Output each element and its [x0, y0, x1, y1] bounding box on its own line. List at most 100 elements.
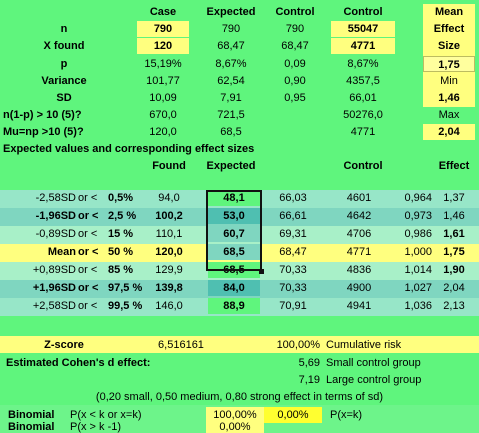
ev-effect[interactable]: 2,13 [443, 300, 465, 312]
case-n1p[interactable]: 670,0 [149, 109, 177, 121]
control-variance[interactable]: 0,90 [284, 75, 306, 87]
zscore-value[interactable]: 6,516161 [158, 339, 204, 351]
header-mean: Mean [434, 6, 464, 18]
section-title: Expected values and corresponding effect… [3, 143, 255, 155]
mean-effect-size[interactable]: 1,75 [423, 56, 475, 72]
expected-p[interactable]: 8,67% [215, 58, 247, 70]
header-effect: Effect [438, 160, 470, 172]
expected-n[interactable]: 790 [221, 23, 241, 35]
ev-found[interactable]: 139,8 [155, 282, 183, 294]
ev-found[interactable]: 146,0 [155, 300, 183, 312]
ev-row-pct: 99,5 % [108, 300, 143, 312]
cohen-small-text: Small control group [326, 357, 421, 369]
control-x-found[interactable]: 68,47 [281, 40, 309, 52]
ev-expected[interactable]: 88,9 [208, 298, 260, 314]
fill-handle[interactable] [259, 269, 264, 274]
max-effect[interactable]: 2,04 [423, 124, 475, 140]
ev-expected[interactable]: 53,0 [208, 208, 260, 224]
ev-effect[interactable]: 1,75 [443, 246, 465, 258]
ev-control-3[interactable]: 1,036 [404, 300, 432, 312]
ev-control-3[interactable]: 1,014 [404, 264, 432, 276]
header-found: Found [152, 160, 186, 172]
case-x-found[interactable]: 120 [137, 38, 189, 54]
control-sd[interactable]: 0,95 [284, 92, 306, 104]
control-p[interactable]: 0,09 [284, 58, 306, 70]
header-case: Case [149, 6, 177, 18]
case-mu[interactable]: 120,0 [149, 126, 177, 138]
ev-found[interactable]: 129,9 [155, 264, 183, 276]
ev-control-3[interactable]: 1,027 [404, 282, 432, 294]
ev-control-2[interactable]: 4836 [346, 264, 372, 276]
ev-expected[interactable]: 60,7 [208, 226, 260, 242]
ev-row-pct: 0,5% [108, 192, 134, 204]
control2-x-found[interactable]: 4771 [331, 38, 395, 54]
label-sd: SD [56, 92, 72, 104]
ev-effect[interactable]: 1,46 [443, 210, 465, 222]
control2-n1p[interactable]: 50276,0 [343, 109, 383, 121]
ev-effect[interactable]: 1,90 [443, 264, 465, 276]
ev-control-1[interactable]: 66,61 [279, 210, 307, 222]
ev-row-label: +0,89SD [32, 264, 76, 276]
ev-expected[interactable]: 84,0 [208, 280, 260, 296]
expected-x-found[interactable]: 68,47 [217, 40, 245, 52]
ev-row-or: or < [78, 282, 99, 294]
control2-p[interactable]: 8,67% [347, 58, 379, 70]
binomial-extra: P(x=k) [330, 409, 363, 421]
zscore-pct[interactable]: 100,00% [276, 339, 320, 351]
ev-control-2[interactable]: 4601 [346, 192, 372, 204]
ev-row-label: Mean [47, 246, 76, 258]
control2-n[interactable]: 55047 [331, 21, 395, 37]
ev-control-3[interactable]: 0,973 [404, 210, 432, 222]
expected-variance[interactable]: 62,54 [217, 75, 245, 87]
binomial-value-2[interactable]: 0,00% [264, 407, 322, 423]
ev-control-2[interactable]: 4771 [346, 246, 372, 258]
ev-control-1[interactable]: 70,33 [279, 264, 307, 276]
binomial-value-1[interactable]: 100,00% [206, 407, 264, 423]
ev-control-3[interactable]: 1,000 [404, 246, 432, 258]
ev-control-1[interactable]: 69,31 [279, 228, 307, 240]
expected-mu[interactable]: 68,5 [220, 126, 242, 138]
ev-row-pct: 15 % [108, 228, 134, 240]
control-n[interactable]: 790 [285, 23, 305, 35]
ev-control-2[interactable]: 4642 [346, 210, 372, 222]
ev-control-3[interactable]: 0,964 [404, 192, 432, 204]
label-x-found: X found [43, 40, 85, 52]
expected-sd[interactable]: 7,91 [220, 92, 242, 104]
zscore-text: Cumulative risk [326, 339, 402, 351]
ev-found[interactable]: 110,1 [155, 228, 183, 240]
ev-effect[interactable]: 2,04 [443, 282, 465, 294]
ev-effect[interactable]: 1,61 [443, 228, 465, 240]
ev-row-or: or < [78, 192, 98, 204]
ev-found[interactable]: 100,2 [155, 210, 183, 222]
ev-row-label: -2,58SD [35, 192, 76, 204]
binomial-value-3[interactable]: 0,00% [206, 422, 264, 433]
ev-control-1[interactable]: 70,91 [279, 300, 307, 312]
ev-control-1[interactable]: 68,47 [279, 246, 307, 258]
ev-control-2[interactable]: 4941 [346, 300, 372, 312]
case-n[interactable]: 790 [137, 21, 189, 37]
ev-expected[interactable]: 48,1 [208, 190, 260, 206]
min-label: Min [440, 75, 458, 87]
ev-control-1[interactable]: 70,33 [279, 282, 307, 294]
ev-expected[interactable]: 68,5 [208, 244, 260, 260]
cell-selection[interactable] [206, 190, 262, 271]
ev-found[interactable]: 120,0 [155, 246, 183, 258]
control2-mu[interactable]: 4771 [350, 126, 376, 138]
ev-control-1[interactable]: 66,03 [279, 192, 307, 204]
case-p[interactable]: 15,19% [144, 58, 182, 70]
expected-n1p[interactable]: 721,5 [217, 109, 245, 121]
cohen-small-value[interactable]: 5,69 [298, 357, 320, 369]
case-sd[interactable]: 10,09 [149, 92, 177, 104]
min-effect[interactable]: 1,46 [438, 92, 460, 104]
ev-found[interactable]: 94,0 [158, 192, 180, 204]
cohen-large-value[interactable]: 7,19 [298, 374, 320, 386]
control2-sd[interactable]: 66,01 [349, 92, 377, 104]
control2-variance[interactable]: 4357,5 [346, 75, 380, 87]
ev-control-2[interactable]: 4706 [346, 228, 372, 240]
ev-control-2[interactable]: 4900 [346, 282, 372, 294]
ev-effect[interactable]: 1,37 [443, 192, 465, 204]
ev-control-3[interactable]: 0,986 [404, 228, 432, 240]
case-variance[interactable]: 101,77 [146, 75, 180, 87]
label-p: p [60, 58, 68, 70]
